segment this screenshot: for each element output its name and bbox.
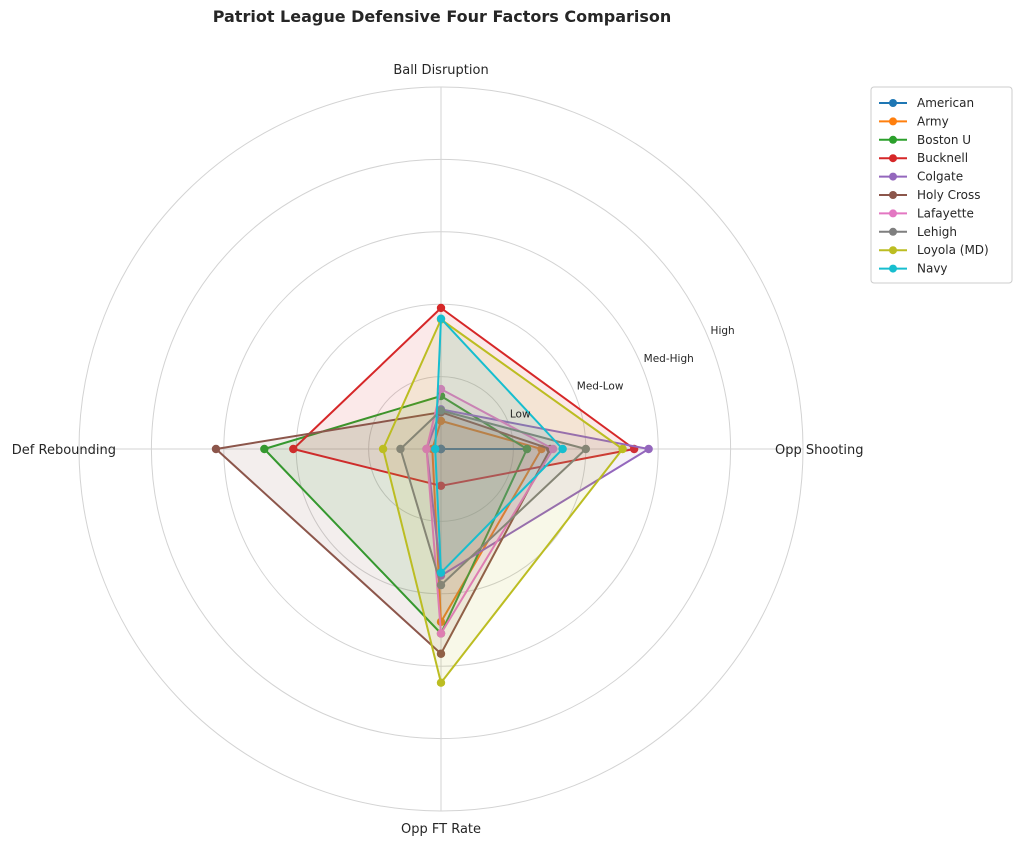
legend-item-4: Bucknell xyxy=(879,151,968,165)
data-point xyxy=(436,629,446,638)
legend-item-8: Lehigh xyxy=(879,225,957,239)
series-3 xyxy=(260,391,532,638)
legend-label: Loyola (MD) xyxy=(917,243,989,257)
axis-label-3: Def Rebounding xyxy=(12,443,116,458)
series-fill xyxy=(435,318,563,573)
data-point xyxy=(431,444,440,454)
legend: American Army Boston U Bucknell Colgate Holy … xyxy=(870,86,1013,284)
series-fill xyxy=(216,412,551,654)
series-fill xyxy=(264,396,527,634)
legend-item-3: Boston U xyxy=(879,133,971,147)
legend-box xyxy=(870,86,1013,284)
ring-label-3: Med-High xyxy=(644,353,694,365)
axis-label-2: Ball Disruption xyxy=(393,63,488,78)
legend-item-2: Army xyxy=(879,114,949,128)
series-layer xyxy=(211,303,653,687)
legend-swatch-marker xyxy=(889,246,897,255)
data-point xyxy=(436,416,446,426)
legend-item-9: Loyola (MD) xyxy=(879,243,989,257)
axis-label-4: Opp FT Rate xyxy=(401,822,481,837)
data-point xyxy=(211,444,221,454)
legend-item-7: Lafayette xyxy=(879,206,974,220)
data-point xyxy=(260,444,269,454)
legend-item-10: Navy xyxy=(879,262,948,276)
data-point xyxy=(558,444,567,454)
legend-label: Lafayette xyxy=(917,206,974,220)
data-point xyxy=(422,444,431,454)
series-fill xyxy=(383,319,623,683)
legend-item-6: Holy Cross xyxy=(879,188,981,202)
data-point xyxy=(436,406,446,415)
series-10 xyxy=(431,314,567,577)
ring-label-2: Med-Low xyxy=(577,381,624,393)
series-fill xyxy=(426,389,554,634)
legend-label: Lehigh xyxy=(917,225,957,239)
legend-swatch-marker xyxy=(889,154,897,163)
legend-swatch-marker xyxy=(889,172,897,181)
data-point xyxy=(436,649,446,658)
data-point xyxy=(289,444,298,454)
series-fill xyxy=(400,410,586,586)
series-fill xyxy=(293,308,635,486)
data-point xyxy=(581,444,590,454)
chart-title: Patriot League Defensive Four Factors Co… xyxy=(213,7,672,26)
legend-swatch-marker xyxy=(889,209,897,218)
series-1 xyxy=(436,444,532,454)
legend-label: American xyxy=(917,96,974,110)
legend-label: Navy xyxy=(917,262,948,276)
legend-label: Colgate xyxy=(917,170,963,184)
ring-label-4: High xyxy=(711,325,735,337)
axis-label-1: Opp Shooting xyxy=(775,443,863,458)
legend-swatch-marker xyxy=(889,227,897,236)
data-point xyxy=(548,444,558,454)
data-point xyxy=(436,481,446,490)
legend-item-1: American xyxy=(879,96,974,110)
data-point xyxy=(522,444,532,454)
legend-swatch-marker xyxy=(889,264,897,273)
legend-label: Boston U xyxy=(917,133,971,147)
data-point xyxy=(436,568,446,577)
data-point xyxy=(378,444,388,454)
axis-labels: Opp Shooting Ball Disruption Def Reboundin… xyxy=(12,63,864,837)
legend-item-5: Colgate xyxy=(879,170,963,184)
data-point xyxy=(436,303,446,313)
ring-label-1: Low xyxy=(510,408,531,420)
data-point xyxy=(436,580,446,590)
legend-label: Army xyxy=(917,114,949,128)
legend-swatch-marker xyxy=(889,135,897,144)
series-fill xyxy=(426,409,649,576)
ring-labels: Low Med-Low Med-High High xyxy=(510,325,735,420)
data-point xyxy=(436,314,446,323)
series-6 xyxy=(211,408,555,658)
data-point xyxy=(436,678,446,687)
data-point xyxy=(396,444,405,454)
series-4 xyxy=(289,303,639,490)
legend-swatch-marker xyxy=(889,191,897,199)
data-point xyxy=(644,444,653,454)
series-7 xyxy=(422,384,558,638)
legend-label: Bucknell xyxy=(917,151,968,165)
legend-label: Holy Cross xyxy=(917,188,981,202)
data-point xyxy=(436,444,446,454)
series-8 xyxy=(396,406,590,590)
data-point xyxy=(618,444,627,454)
legend-swatch-marker xyxy=(889,99,897,107)
legend-swatch-marker xyxy=(889,117,897,126)
